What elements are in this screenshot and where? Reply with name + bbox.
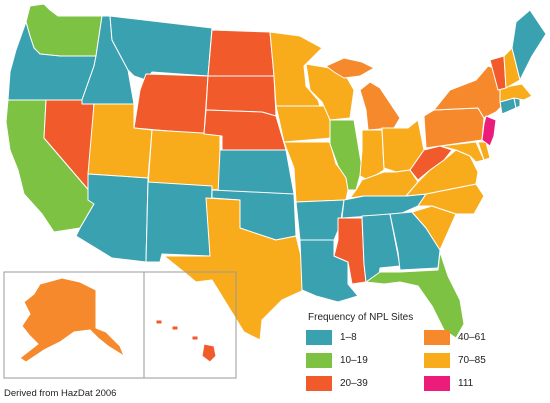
state-hawaii-oahu [171, 325, 179, 331]
state-colorado [147, 129, 221, 191]
state-michigan-upper [325, 57, 375, 79]
legend-label: 70–85 [458, 355, 486, 366]
legend-label: 20–39 [340, 378, 368, 389]
legend-item: 10–19 [306, 353, 416, 368]
state-arkansas [295, 199, 345, 241]
source-note: Derived from HazDat 2006 [4, 388, 117, 399]
legend-swatch [306, 353, 332, 368]
state-massachusetts [499, 83, 533, 103]
state-michigan [359, 81, 401, 131]
hawaii-inset-box [143, 271, 237, 379]
state-wyoming [133, 73, 209, 135]
state-west-virginia [409, 145, 453, 181]
legend-grid: 1–8 40–61 10–19 70–85 20–39 111 [306, 330, 546, 391]
legend-label: 1–8 [340, 332, 357, 343]
state-louisiana [299, 239, 359, 303]
state-florida [365, 251, 465, 339]
state-washington [25, 3, 103, 57]
state-new-jersey [481, 115, 497, 147]
state-alaska [19, 277, 125, 363]
legend-label: 40–61 [458, 332, 486, 343]
state-indiana [359, 129, 385, 181]
inset-layer [19, 277, 217, 363]
state-hawaii-kauai [155, 319, 163, 325]
legend-swatch [424, 353, 450, 368]
legend-label: 111 [458, 378, 474, 389]
legend-item: 70–85 [424, 353, 534, 368]
state-maryland [439, 141, 485, 163]
legend-swatch [424, 330, 450, 345]
legend-item: 40–61 [424, 330, 534, 345]
state-delaware [477, 141, 491, 161]
legend-swatch [306, 376, 332, 391]
legend-swatch [306, 330, 332, 345]
state-new-mexico [145, 181, 213, 263]
legend-title: Frequency of NPL Sites [308, 312, 414, 323]
state-north-dakota [207, 29, 275, 77]
legend-item: 1–8 [306, 330, 416, 345]
state-hawaii-maui [191, 335, 199, 341]
state-illinois [329, 119, 363, 191]
legend-label: 10–19 [340, 355, 368, 366]
legend-item: 111 [424, 376, 534, 391]
state-hawaii-island [201, 343, 217, 363]
states-layer [5, 3, 547, 341]
legend-item: 20–39 [306, 376, 416, 391]
legend: Frequency of NPL Sites 1–8 40–61 10–19 7… [306, 312, 546, 391]
state-maine [511, 9, 547, 81]
state-kansas [217, 149, 295, 195]
legend-swatch [424, 376, 450, 391]
state-minnesota [269, 31, 323, 107]
